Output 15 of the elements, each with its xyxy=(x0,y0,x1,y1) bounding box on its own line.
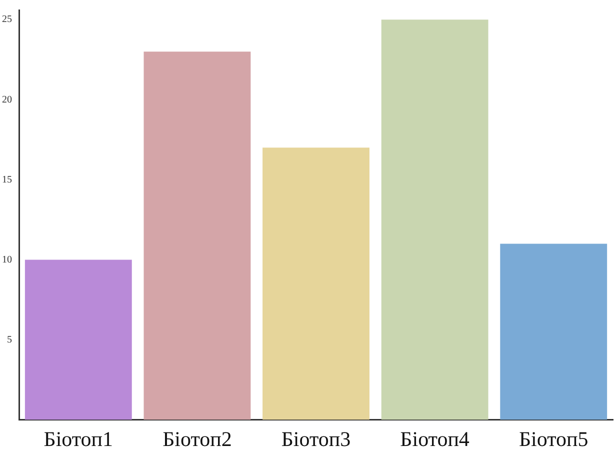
x-tick-label: Біотоп4 xyxy=(400,426,470,451)
y-tick-label: 25 xyxy=(2,14,12,26)
x-tick-label: Біотоп2 xyxy=(162,426,232,451)
bar xyxy=(381,20,488,420)
y-tick-label: 15 xyxy=(2,174,12,186)
y-tick-label: 20 xyxy=(2,94,12,106)
bar xyxy=(24,260,132,420)
y-tick-label: 10 xyxy=(2,254,12,266)
bar xyxy=(144,52,251,420)
bar xyxy=(262,148,370,420)
x-tick-label: Біотоп3 xyxy=(281,426,351,451)
y-tick-label: 5 xyxy=(7,334,12,346)
bar xyxy=(500,244,608,420)
x-tick-label: Біотоп5 xyxy=(518,426,588,451)
x-tick-label: Біотоп1 xyxy=(44,426,114,451)
